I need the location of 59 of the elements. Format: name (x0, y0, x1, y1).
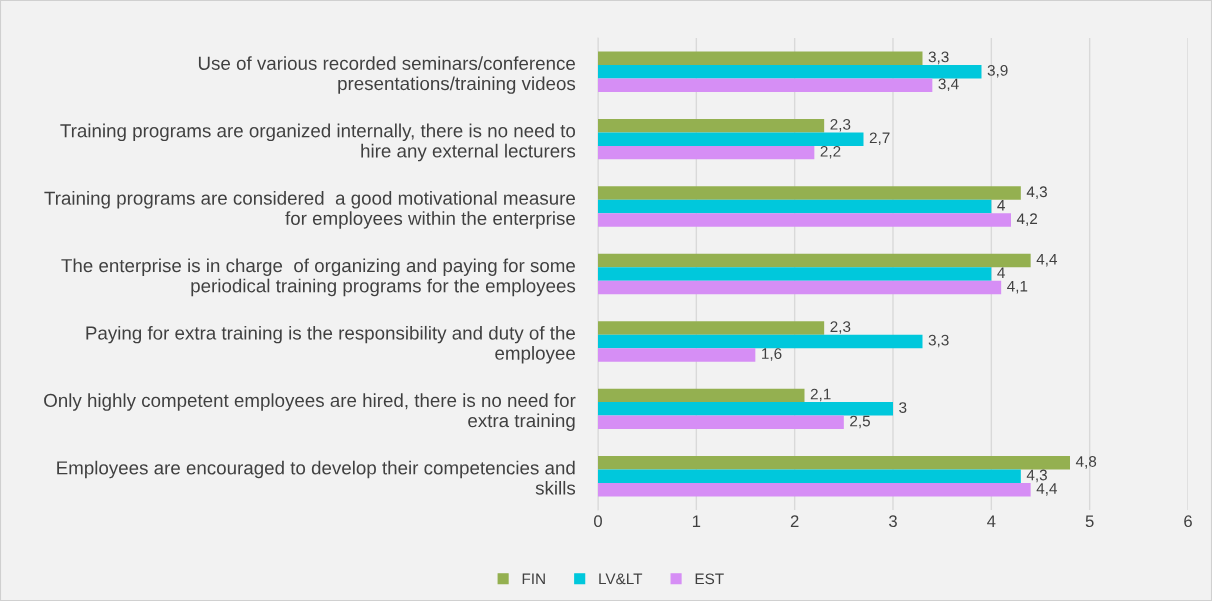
data-label: 3 (899, 402, 907, 413)
data-label: 4 (997, 267, 1005, 278)
x-tick-label: 6 (1184, 515, 1192, 528)
data-label: 2,2 (820, 145, 841, 159)
data-label: 1,6 (762, 348, 782, 361)
data-label: 4,4 (1036, 483, 1058, 496)
bar (598, 348, 756, 362)
y-tick-label: Employees are encouraged to develop their competencies and skills (57, 460, 576, 495)
x-tick-label: 0 (594, 515, 602, 528)
bar (598, 253, 1031, 268)
legend-label: EST (695, 573, 724, 585)
legend-label: LV&LT (599, 573, 643, 585)
data-label: 2,3 (830, 118, 851, 132)
legend-label: FIN (522, 573, 545, 585)
bar (598, 456, 1070, 470)
x-tick-label: 3 (889, 515, 897, 528)
bar (598, 388, 805, 403)
bar (598, 483, 1031, 497)
bar (598, 321, 825, 335)
bar (598, 199, 992, 214)
y-tick-label: Training programs are considered a good motivational measure for employees within the enterprise (44, 191, 575, 229)
bar (598, 145, 815, 160)
x-tick-label: 5 (1085, 515, 1094, 528)
x-tick-label: 4 (987, 515, 996, 527)
data-label: 4,3 (1026, 469, 1047, 483)
data-label: 4,8 (1075, 456, 1097, 469)
bar (598, 186, 1021, 200)
y-tick-label: Use of various recorded seminars/conference presentations/training videos (198, 56, 576, 94)
x-tick-label: 2 (790, 515, 799, 527)
bar (598, 64, 982, 79)
data-label: 2,5 (850, 415, 870, 429)
bar (598, 469, 1021, 484)
bar (598, 51, 923, 65)
data-label: 4,4 (1036, 253, 1058, 267)
bar (598, 280, 1002, 295)
data-label: 2,1 (810, 388, 831, 402)
bar (598, 334, 923, 349)
bar (598, 267, 992, 281)
data-label: 2,7 (869, 132, 890, 146)
y-tick-label: Only highly competent employees are hired, there is no need for extra training (44, 393, 576, 431)
y-tick-label: The enterprise is in charge of organizing and paying for some periodical training programs for the employees (61, 258, 576, 297)
bar (598, 118, 825, 133)
x-tick-label: 1 (692, 515, 701, 527)
data-label: 3,3 (928, 334, 949, 348)
data-label: 4,3 (1026, 186, 1047, 199)
bar (598, 132, 864, 146)
data-label: 3,9 (987, 65, 1008, 78)
data-label: 2,3 (830, 321, 851, 334)
bar (598, 78, 933, 92)
bar (598, 402, 893, 416)
data-label: 4,1 (1007, 280, 1028, 294)
bar (598, 415, 844, 430)
bar (598, 213, 1011, 227)
y-tick-label: Paying for extra training is the responsibility and duty of the employee (86, 325, 575, 364)
data-label: 3,3 (928, 51, 949, 65)
y-tick-label: Training programs are organized internally, there is no need to hire any external lecturers (60, 123, 576, 162)
data-label: 3,4 (938, 78, 959, 92)
data-label: 4 (997, 200, 1005, 211)
data-label: 4,2 (1016, 213, 1038, 226)
